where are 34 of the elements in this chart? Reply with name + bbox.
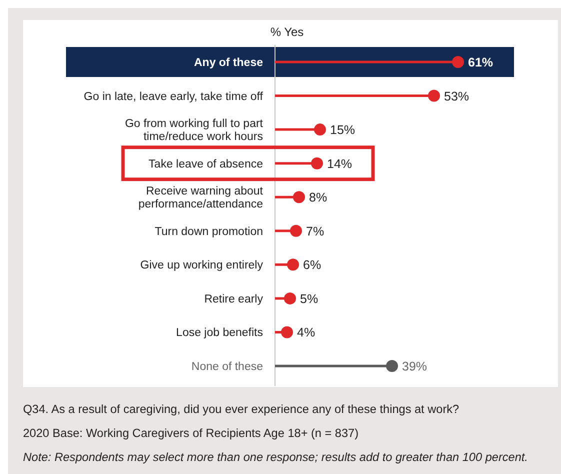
data-label: 14% (327, 156, 352, 171)
point (287, 258, 299, 271)
y-tick-label: Give up working entirely (140, 260, 264, 272)
point (293, 191, 305, 204)
y-tick-label: Go from working full to part time/reduce work hours (124, 118, 264, 144)
y-tick-label: Any of these (194, 57, 263, 69)
text: Note: Respondents may select more than one response; results add to greater than 100 percent. (23, 450, 528, 464)
data-label: 61% (468, 56, 494, 70)
data-label: 6% (303, 258, 322, 272)
data-label: 53% (444, 89, 470, 104)
y-tick-label: Turn down promotion (154, 226, 263, 238)
point (284, 292, 296, 304)
point (281, 326, 293, 338)
y-tick-label: Lose job benefits (176, 327, 264, 340)
data-label: 15% (330, 123, 356, 138)
y-tick-label: Go in late, leave early, take time off (84, 90, 264, 103)
data-label: 7% (306, 224, 324, 238)
data-label: 4% (297, 326, 316, 340)
y-tick-label: Retire early (204, 293, 264, 306)
point (290, 224, 302, 237)
point (452, 56, 464, 68)
point (314, 124, 326, 136)
data-label: 5% (300, 292, 318, 306)
point (386, 360, 398, 372)
y-tick-label: Receive warning about performance/attendance (138, 186, 264, 211)
data-label: 8% (309, 190, 328, 205)
text: 2020 Base: Working Caregivers of Recipients Age 18+ (n = 837) (23, 426, 359, 440)
y-tick-label: Take leave of absence (148, 158, 263, 170)
point (311, 157, 323, 170)
point (428, 90, 440, 102)
y-tick-label: None of these (191, 361, 263, 373)
data-label: 39% (402, 360, 428, 374)
text: Q34. As a result of caregiving, did you ever experience any of these things at work? (23, 402, 460, 416)
x-axis-title: % Yes (270, 25, 304, 39)
